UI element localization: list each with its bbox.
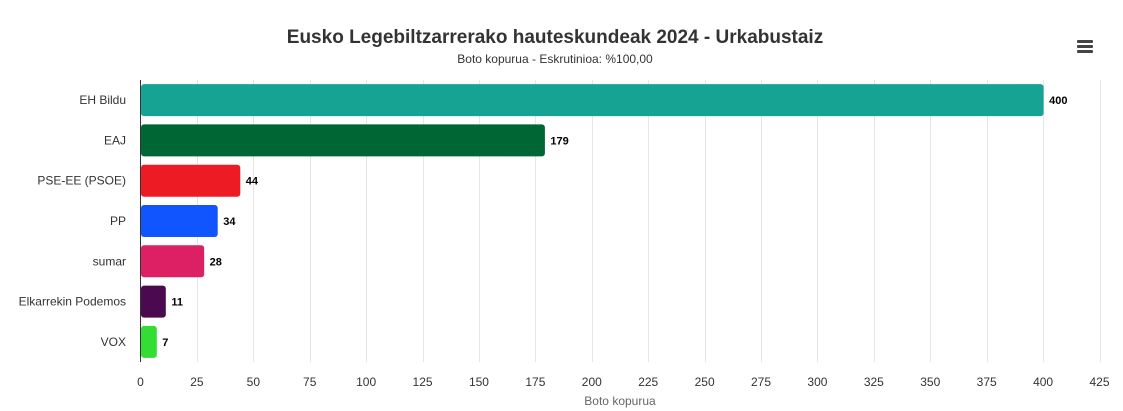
category-label: sumar xyxy=(93,254,126,268)
bar[interactable] xyxy=(141,285,166,318)
x-tick-label: 175 xyxy=(525,375,545,389)
x-tick-label: 25 xyxy=(190,375,204,389)
bars xyxy=(141,84,1044,358)
bar[interactable] xyxy=(141,245,205,278)
x-tick-label: 125 xyxy=(413,375,433,389)
data-labels: 400 179 44 34 28 11 7 xyxy=(162,95,1067,349)
chart-subtitle: Boto kopurua - Eskrutinioa: %100,00 xyxy=(457,52,653,66)
category-label: EAJ xyxy=(104,133,126,147)
bar[interactable] xyxy=(141,205,218,237)
bar[interactable] xyxy=(141,84,1044,117)
x-tick-label: 275 xyxy=(751,375,771,389)
x-tick-labels: 0 25 50 75 100 125 150 175 200 225 250 275 300 325 350… xyxy=(137,375,1110,389)
x-tick-label: 0 xyxy=(137,375,144,389)
data-label: 7 xyxy=(162,337,168,349)
data-label: 44 xyxy=(246,176,259,188)
data-label: 28 xyxy=(210,256,222,268)
x-tick-label: 100 xyxy=(356,375,376,389)
x-tick-label: 225 xyxy=(638,375,658,389)
x-tick-label: 150 xyxy=(469,375,489,389)
category-label: PSE-EE (PSOE) xyxy=(37,174,126,188)
x-tick-label: 250 xyxy=(695,375,715,389)
x-tick-label: 75 xyxy=(303,375,317,389)
data-label: 179 xyxy=(550,135,568,147)
x-tick-label: 400 xyxy=(1033,375,1053,389)
x-tick-label: 425 xyxy=(1089,375,1109,389)
category-label: EH Bildu xyxy=(79,93,126,107)
category-label: Elkarrekin Podemos xyxy=(19,295,126,309)
data-label: 11 xyxy=(171,297,183,309)
x-tick-label: 50 xyxy=(247,375,261,389)
bar[interactable] xyxy=(141,325,157,358)
chart-menu-button[interactable] xyxy=(1070,32,1100,60)
bar[interactable] xyxy=(141,164,241,197)
x-axis-title: Boto kopurua xyxy=(584,394,656,408)
category-labels: EH Bildu EAJ PSE-EE (PSOE) PP sumar Elkarreki… xyxy=(19,93,126,349)
x-tick-label: 375 xyxy=(977,375,997,389)
x-tick-label: 325 xyxy=(864,375,884,389)
bar[interactable] xyxy=(141,124,545,157)
x-tick-label: 300 xyxy=(807,375,827,389)
gridlines xyxy=(197,80,1101,362)
chart-title: Eusko Legebiltzarrerako hauteskundeak 20… xyxy=(286,27,824,48)
x-tick-label: 350 xyxy=(920,375,940,389)
data-label: 400 xyxy=(1049,95,1067,107)
category-label: PP xyxy=(110,214,126,228)
category-label: VOX xyxy=(101,335,126,349)
data-label: 34 xyxy=(223,216,236,228)
x-tick-label: 200 xyxy=(582,375,602,389)
